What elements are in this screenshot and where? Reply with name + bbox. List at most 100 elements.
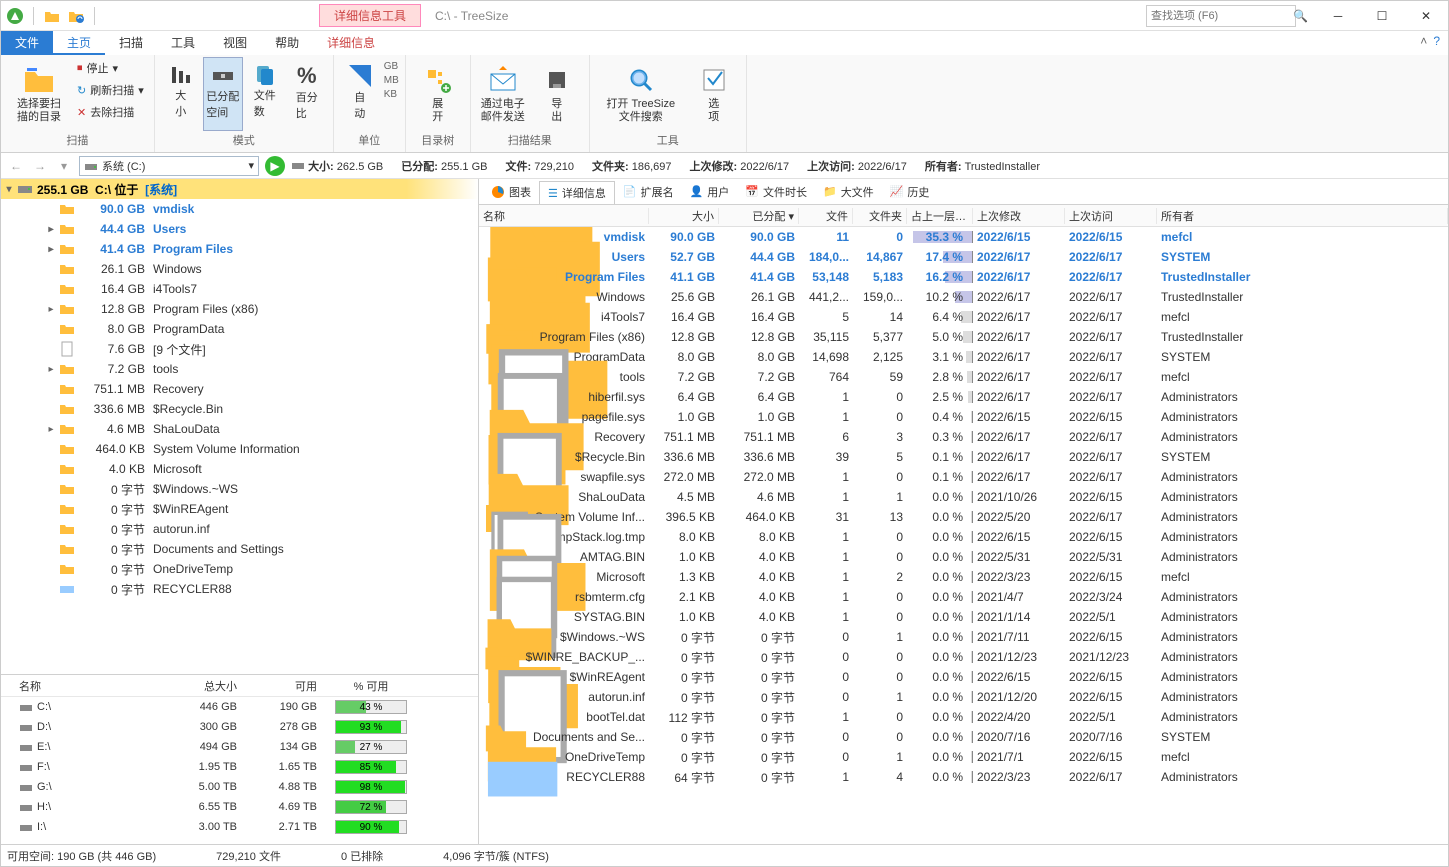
dtab-user[interactable]: 👤用户 xyxy=(682,181,738,203)
unit-kb[interactable]: KB xyxy=(384,89,399,100)
tree-row[interactable]: 16.4 GBi4Tools7 xyxy=(1,279,478,299)
drives-col-total[interactable]: 总大小 xyxy=(161,678,241,694)
tree-row[interactable]: 7.6 GB[9 个文件] xyxy=(1,339,478,359)
col-acc[interactable]: 上次访问 xyxy=(1065,208,1157,224)
drive-row[interactable]: F:\1.95 TB1.65 TB85 % xyxy=(1,757,478,777)
dtab-ext[interactable]: 📄扩展名 xyxy=(615,181,682,203)
drives-panel: 名称 总大小 可用 % 可用 C:\446 GB190 GB43 %D:\300… xyxy=(1,674,478,844)
search-input[interactable] xyxy=(1151,10,1293,22)
tree-row[interactable]: 464.0 KBSystem Volume Information xyxy=(1,439,478,459)
tree-row[interactable]: 12.8 GBProgram Files (x86) xyxy=(1,299,478,319)
nav-back[interactable]: ← xyxy=(7,159,25,173)
mode-filecount[interactable]: 文件 数 xyxy=(245,57,285,131)
tree-row[interactable]: 26.1 GBWindows xyxy=(1,259,478,279)
tab-detail-context[interactable]: 详细信息 xyxy=(313,31,389,55)
drives-col-pct[interactable]: % 可用 xyxy=(321,678,421,694)
select-directory-button[interactable]: 选择要扫 描的目录 xyxy=(7,57,71,131)
tab-file[interactable]: 文件 xyxy=(1,31,53,55)
mode-size[interactable]: 大 小 xyxy=(161,57,201,131)
ribbon-help-icon[interactable]: ? xyxy=(1433,34,1440,52)
drive-combo[interactable]: 系统 (C:) ▾ xyxy=(79,156,259,176)
tree-row[interactable]: 4.6 MBShaLouData xyxy=(1,419,478,439)
detail-list[interactable]: vmdisk90.0 GB90.0 GB11035.3 %2022/6/1520… xyxy=(479,227,1448,844)
remove-scan-button[interactable]: ✕去除扫描 xyxy=(73,101,148,123)
options-search[interactable]: 🔍 xyxy=(1146,5,1296,27)
expand-icon[interactable] xyxy=(43,244,59,255)
drive-row[interactable]: G:\5.00 TB4.88 TB98 % xyxy=(1,777,478,797)
drive-row[interactable]: I:\3.00 TB2.71 TB90 % xyxy=(1,817,478,837)
qat-refresh-icon[interactable] xyxy=(66,6,86,26)
expand-icon[interactable] xyxy=(43,364,59,375)
tree-row[interactable]: 0 字节$WinREAgent xyxy=(1,499,478,519)
tree-row[interactable]: 41.4 GBProgram Files xyxy=(1,239,478,259)
tree-root[interactable]: 255.1 GB C:\ 位于 [系统] xyxy=(1,179,478,199)
tree-row[interactable]: 0 字节autorun.inf xyxy=(1,519,478,539)
nav-fwd[interactable]: → xyxy=(31,159,49,173)
col-pct[interactable]: 占上一层 %... xyxy=(907,208,973,224)
tab-help[interactable]: 帮助 xyxy=(261,31,313,55)
drive-row[interactable]: E:\494 GB134 GB27 % xyxy=(1,737,478,757)
unit-mb[interactable]: MB xyxy=(384,75,399,86)
tree-row[interactable]: 44.4 GBUsers xyxy=(1,219,478,239)
col-name[interactable]: 名称 xyxy=(479,208,649,224)
dtab-age[interactable]: 📅文件时长 xyxy=(737,181,815,203)
file-search-button[interactable]: 打开 TreeSize 文件搜索 xyxy=(596,57,686,131)
tree-row[interactable]: 4.0 KBMicrosoft xyxy=(1,459,478,479)
stop-button[interactable]: ⏹停止 ▾ xyxy=(73,57,148,79)
status-excluded: 0 已排除 xyxy=(341,848,383,864)
expand-icon[interactable] xyxy=(1,184,17,195)
qat-open-icon[interactable] xyxy=(42,6,62,26)
tab-scan[interactable]: 扫描 xyxy=(105,31,157,55)
drive-row[interactable]: H:\6.55 TB4.69 TB72 % xyxy=(1,797,478,817)
tree-row[interactable]: 0 字节OneDriveTemp xyxy=(1,559,478,579)
col-dirs[interactable]: 文件夹 xyxy=(853,208,907,224)
dtab-hist[interactable]: 📈历史 xyxy=(882,181,938,203)
table-row[interactable]: RECYCLER8864 字节0 字节140.0 %2022/3/232022/… xyxy=(479,767,1448,787)
tab-tools[interactable]: 工具 xyxy=(157,31,209,55)
dtab-big[interactable]: 📁大文件 xyxy=(815,181,882,203)
expand-button[interactable]: 展 开 xyxy=(412,57,464,131)
options-button[interactable]: 选 项 xyxy=(688,57,740,131)
close-button[interactable]: ✕ xyxy=(1404,1,1448,31)
refresh-scan-button[interactable]: ↻刷新扫描 ▾ xyxy=(73,79,148,101)
ribbon-collapse-icon[interactable]: ˄ xyxy=(1420,34,1427,52)
dtab-chart[interactable]: 图表 xyxy=(483,181,539,203)
drive-row[interactable]: D:\300 GB278 GB93 % xyxy=(1,717,478,737)
go-button[interactable]: ▶ xyxy=(265,156,285,176)
mode-percent[interactable]: %百分 比 xyxy=(287,57,327,131)
nav-history[interactable]: ▾ xyxy=(55,159,73,173)
tab-home[interactable]: 主页 xyxy=(53,31,105,55)
expand-icon[interactable] xyxy=(43,224,59,235)
drive-row[interactable]: C:\446 GB190 GB43 % xyxy=(1,697,478,717)
col-files[interactable]: 文件 xyxy=(799,208,853,224)
status-cluster: 4,096 字节/簇 (NTFS) xyxy=(443,848,549,864)
export-button[interactable]: 导 出 xyxy=(531,57,583,131)
expand-icon[interactable] xyxy=(43,304,59,315)
tree-row[interactable]: 8.0 GBProgramData xyxy=(1,319,478,339)
tree-row[interactable]: 90.0 GBvmdisk xyxy=(1,199,478,219)
tree-row[interactable]: 0 字节$Windows.~WS xyxy=(1,479,478,499)
tree-row[interactable]: 751.1 MBRecovery xyxy=(1,379,478,399)
tab-view[interactable]: 视图 xyxy=(209,31,261,55)
col-alloc[interactable]: 已分配 ▾ xyxy=(719,208,799,224)
unit-gb[interactable]: GB xyxy=(384,61,399,72)
group-unit: 单位 xyxy=(340,132,399,150)
unit-auto[interactable]: 自 动 xyxy=(340,57,380,131)
tree-row[interactable]: 0 字节Documents and Settings xyxy=(1,539,478,559)
group-mode: 模式 xyxy=(161,132,327,150)
maximize-button[interactable]: ☐ xyxy=(1360,1,1404,31)
mode-allocated[interactable]: 已分配 空间 xyxy=(203,57,243,131)
col-size[interactable]: 大小 xyxy=(649,208,719,224)
email-button[interactable]: 通过电子 邮件发送 xyxy=(477,57,529,131)
col-mod[interactable]: 上次修改 xyxy=(973,208,1065,224)
minimize-button[interactable]: ─ xyxy=(1316,1,1360,31)
drives-col-name[interactable]: 名称 xyxy=(1,678,161,694)
tree-row[interactable]: 0 字节RECYCLER88 xyxy=(1,579,478,599)
tree-row[interactable]: 336.6 MB$Recycle.Bin xyxy=(1,399,478,419)
drives-col-avail[interactable]: 可用 xyxy=(241,678,321,694)
expand-icon[interactable] xyxy=(43,424,59,435)
tree-view[interactable]: 255.1 GB C:\ 位于 [系统] 90.0 GBvmdisk44.4 G… xyxy=(1,179,478,674)
dtab-detail[interactable]: ☰详细信息 xyxy=(539,181,615,204)
col-own[interactable]: 所有者 xyxy=(1157,208,1448,224)
tree-row[interactable]: 7.2 GBtools xyxy=(1,359,478,379)
